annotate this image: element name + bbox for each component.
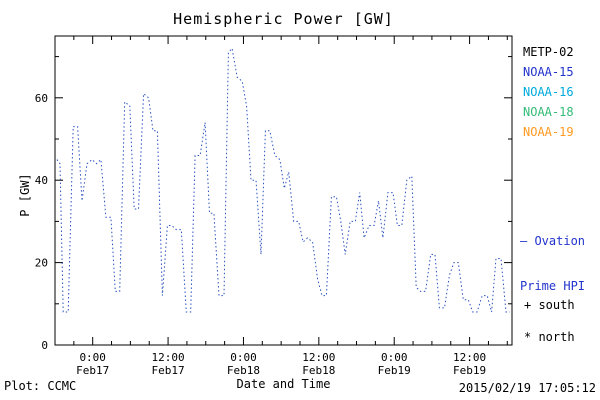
svg-text:0: 0 (41, 339, 48, 352)
svg-text:40: 40 (35, 174, 48, 187)
legend-item-metp-02: METP-02 (523, 45, 574, 59)
svg-text:Feb19: Feb19 (378, 364, 411, 377)
south-marker-label: + south (524, 298, 575, 312)
legend-item-noaa-15: NOAA-15 (523, 65, 574, 79)
legend-item-noaa-16: NOAA-16 (523, 85, 574, 99)
svg-text:12:00: 12:00 (152, 351, 185, 364)
ovation-label: – Ovation Prime HPI (520, 204, 585, 324)
svg-text:60: 60 (35, 92, 48, 105)
satellite-legend: METP-02 NOAA-15 NOAA-16 NOAA-18 NOAA-19 (523, 42, 574, 142)
x-axis-label: Date and Time (236, 377, 331, 391)
svg-text:20: 20 (35, 257, 48, 270)
legend-item-noaa-19: NOAA-19 (523, 125, 574, 139)
svg-text:12:00: 12:00 (302, 351, 335, 364)
svg-text:0:00: 0:00 (230, 351, 257, 364)
svg-text:0:00: 0:00 (79, 351, 106, 364)
north-marker-label: * north (524, 330, 575, 344)
svg-text:Feb18: Feb18 (302, 364, 335, 377)
chart-title: Hemispheric Power [GW] (173, 10, 394, 28)
svg-text:Feb17: Feb17 (152, 364, 185, 377)
svg-text:Feb19: Feb19 (453, 364, 486, 377)
plot-timestamp: 2015/02/19 17:05:12 (458, 381, 596, 395)
svg-text:Feb18: Feb18 (227, 364, 260, 377)
legend-item-noaa-18: NOAA-18 (523, 105, 574, 119)
plot-credit: Plot: CCMC (4, 379, 77, 393)
svg-text:12:00: 12:00 (453, 351, 486, 364)
svg-text:Feb17: Feb17 (76, 364, 109, 377)
svg-text:0:00: 0:00 (381, 351, 408, 364)
hpi-line (56, 47, 510, 313)
ovation-label-line2: Prime HPI (520, 279, 586, 293)
ovation-label-line1: – Ovation (520, 234, 586, 248)
